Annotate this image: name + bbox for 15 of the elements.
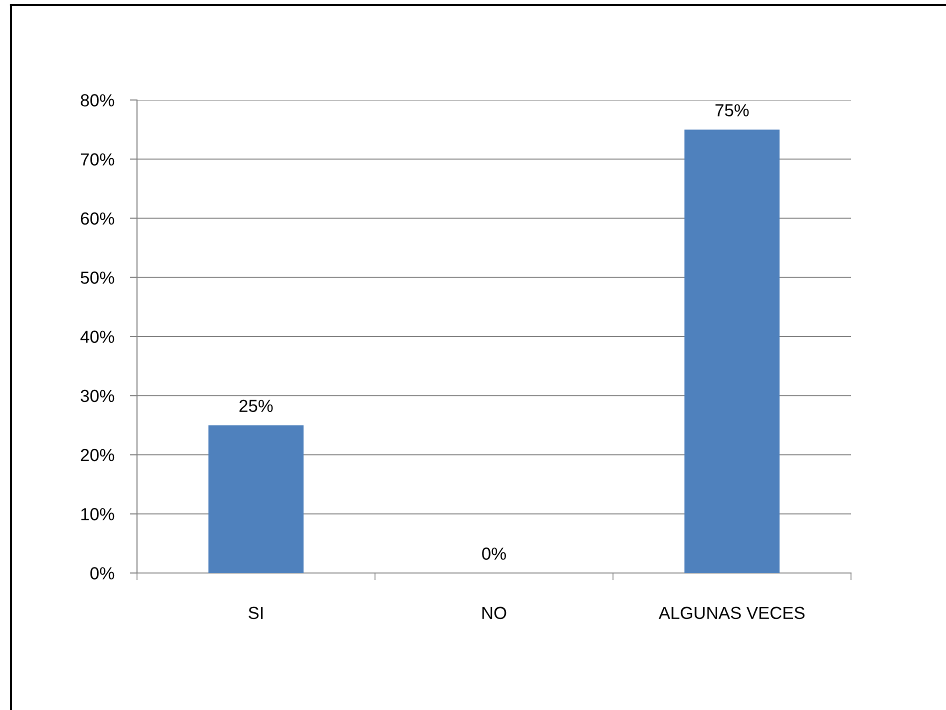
y-tick-label: 40% — [80, 330, 114, 343]
data-label: 75% — [716, 104, 749, 116]
y-tick-label: 60% — [80, 212, 114, 225]
y-tick-label: 80% — [80, 94, 114, 106]
x-tick-label: NO — [482, 606, 506, 620]
x-tick-label: ALGUNAS VECES — [658, 606, 805, 620]
x-tick-label: SI — [248, 606, 263, 620]
data-label: 0% — [482, 548, 506, 560]
y-tick-label: 20% — [80, 448, 114, 462]
y-tick-label: 50% — [80, 272, 114, 284]
y-tick-label: 0% — [90, 567, 114, 580]
y-tick-label: 70% — [80, 153, 114, 166]
y-tick-label: 30% — [80, 390, 114, 402]
y-tick-label: 10% — [81, 508, 114, 520]
data-label: 25% — [240, 400, 273, 412]
